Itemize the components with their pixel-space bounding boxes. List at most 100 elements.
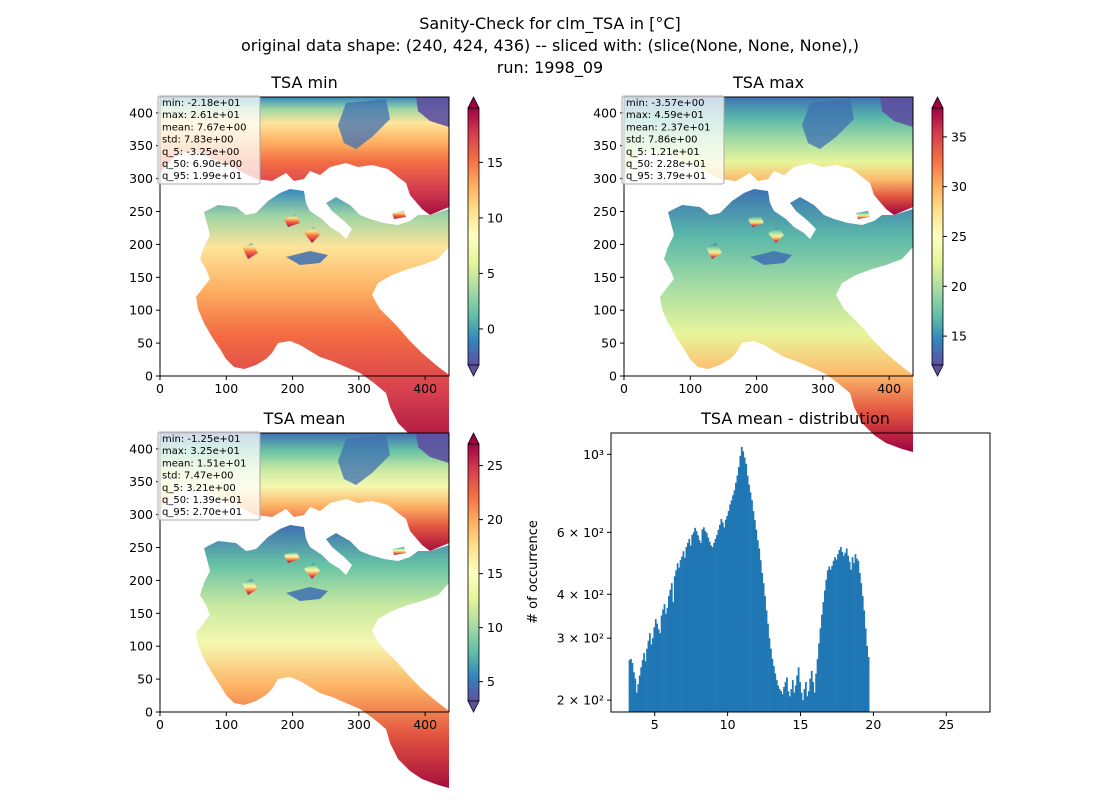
colorbar-tick-label: 10 bbox=[487, 210, 503, 225]
histogram-bar bbox=[730, 500, 733, 712]
histogram-bar bbox=[867, 657, 870, 712]
histogram-bar bbox=[758, 548, 761, 712]
y-tick-label: 150 bbox=[593, 270, 617, 285]
histogram-bar bbox=[809, 678, 812, 712]
histogram-bar bbox=[679, 560, 682, 712]
histogram-bar bbox=[746, 475, 749, 712]
histogram-bar bbox=[695, 531, 698, 712]
scandinavia-patch bbox=[338, 99, 390, 149]
histogram-bar bbox=[650, 644, 653, 712]
colorbar-tick-label: 20 bbox=[487, 512, 503, 527]
histogram-bar bbox=[764, 596, 766, 712]
histogram-bar bbox=[635, 692, 638, 712]
histogram-bar bbox=[633, 672, 635, 712]
figure-title-line-1: Sanity-Check for clm_TSA in [°C] bbox=[419, 14, 681, 34]
x-tick-label: 100 bbox=[214, 381, 238, 396]
histogram-bar bbox=[660, 615, 663, 712]
alps-patch bbox=[286, 251, 328, 265]
histogram-bar bbox=[676, 563, 679, 712]
tsa-mean-distribution-panel: TSA mean - distribution # of occurrence … bbox=[526, 409, 991, 732]
histogram-bar bbox=[736, 475, 739, 712]
y-tick-label: 250 bbox=[593, 204, 617, 219]
histogram-bar bbox=[720, 518, 723, 712]
x-tick-label: 200 bbox=[281, 381, 305, 396]
histogram-bar bbox=[681, 556, 683, 712]
histogram-bar bbox=[670, 583, 673, 712]
histogram-bar bbox=[854, 554, 857, 712]
histogram-bar bbox=[710, 545, 713, 712]
colorbar-tick-label: 15 bbox=[487, 155, 503, 170]
colorbar-tick-label: 25 bbox=[487, 458, 503, 473]
histogram-bar bbox=[686, 542, 689, 712]
histogram-bar bbox=[659, 633, 662, 712]
histogram-bar bbox=[630, 658, 632, 712]
histogram-bar bbox=[737, 467, 740, 712]
histogram-bar bbox=[850, 569, 852, 712]
x-tick-label: 200 bbox=[745, 381, 769, 396]
histogram-bar bbox=[704, 531, 707, 712]
histogram-bar bbox=[723, 527, 726, 712]
histogram-bar bbox=[646, 648, 648, 712]
stats-line: q_95: 2.70e+01 bbox=[162, 507, 242, 518]
x-tick-label: 5 bbox=[651, 717, 659, 732]
stats-line: min: -1.25e+01 bbox=[162, 434, 241, 445]
histogram-bar bbox=[806, 696, 809, 712]
histogram-bar bbox=[678, 567, 680, 712]
histogram-bar bbox=[656, 623, 659, 712]
histogram-bar bbox=[708, 541, 711, 712]
figure-title: Sanity-Check for clm_TSA in [°C] origina… bbox=[241, 14, 859, 78]
colorbar: 15 20 25 30 35 bbox=[931, 96, 967, 377]
stats-line: mean: 7.67e+00 bbox=[162, 122, 246, 133]
histogram-bar bbox=[829, 569, 832, 712]
histogram-bar bbox=[794, 685, 797, 712]
x-tick-label: 200 bbox=[281, 717, 305, 732]
histogram-bar bbox=[837, 554, 839, 712]
y-tick-label: 400 bbox=[129, 105, 153, 120]
x-tick-label: 400 bbox=[413, 717, 437, 732]
stats-line: std: 7.83e+00 bbox=[162, 135, 234, 146]
histogram-bar bbox=[739, 455, 742, 712]
histogram-bar bbox=[697, 535, 699, 712]
histogram-bar bbox=[752, 511, 755, 712]
plot-frame bbox=[159, 96, 450, 377]
histogram-bar bbox=[735, 482, 737, 712]
alps-patch bbox=[286, 587, 328, 601]
histogram-bar bbox=[772, 666, 775, 712]
histogram-bar bbox=[717, 529, 720, 712]
histogram-bar bbox=[644, 661, 647, 712]
x-tick-label: 15 bbox=[793, 717, 809, 732]
histogram-bar bbox=[845, 548, 848, 712]
y-tick-label: 100 bbox=[129, 303, 153, 318]
y-tick-label: 300 bbox=[129, 171, 153, 186]
x-tick-label: 300 bbox=[347, 717, 371, 732]
x-tick-label: 400 bbox=[413, 381, 437, 396]
histogram-bar bbox=[780, 691, 782, 712]
tsa-max-panel: TSA max 0 100 200 300 400 0 50 100 150 200 250 300 3… bbox=[593, 73, 967, 452]
plot-frame bbox=[623, 96, 914, 377]
histogram-bar bbox=[775, 680, 778, 712]
y-tick-label: 10³ bbox=[583, 447, 604, 462]
x-tick-label: 300 bbox=[811, 381, 835, 396]
x-tick-label: 10 bbox=[720, 717, 736, 732]
histogram-bar bbox=[783, 686, 785, 712]
histogram-bar bbox=[669, 589, 672, 712]
stats-box-frame bbox=[157, 95, 261, 185]
histogram-bar bbox=[788, 696, 791, 712]
histogram-bar bbox=[787, 691, 790, 712]
stats-line: max: 4.59e+01 bbox=[626, 110, 704, 121]
histogram-bar bbox=[653, 627, 656, 712]
y-tick-label: 250 bbox=[129, 204, 153, 219]
colorbar-tick-label: 35 bbox=[951, 129, 967, 144]
histogram-bar bbox=[631, 662, 634, 712]
colorbar-gradient bbox=[467, 107, 480, 366]
histogram-bar bbox=[767, 623, 769, 712]
histogram-bar bbox=[755, 529, 758, 712]
histogram-bar bbox=[790, 689, 793, 712]
tsa-max-title: TSA max bbox=[732, 73, 804, 92]
colorbar-tick-label: 20 bbox=[951, 279, 967, 294]
y-tick-label: 200 bbox=[129, 237, 153, 252]
y-tick-label: 100 bbox=[593, 303, 617, 318]
histogram-bar bbox=[768, 638, 771, 712]
stats-line: max: 2.61e+01 bbox=[162, 110, 240, 121]
histogram-bar bbox=[742, 451, 745, 712]
